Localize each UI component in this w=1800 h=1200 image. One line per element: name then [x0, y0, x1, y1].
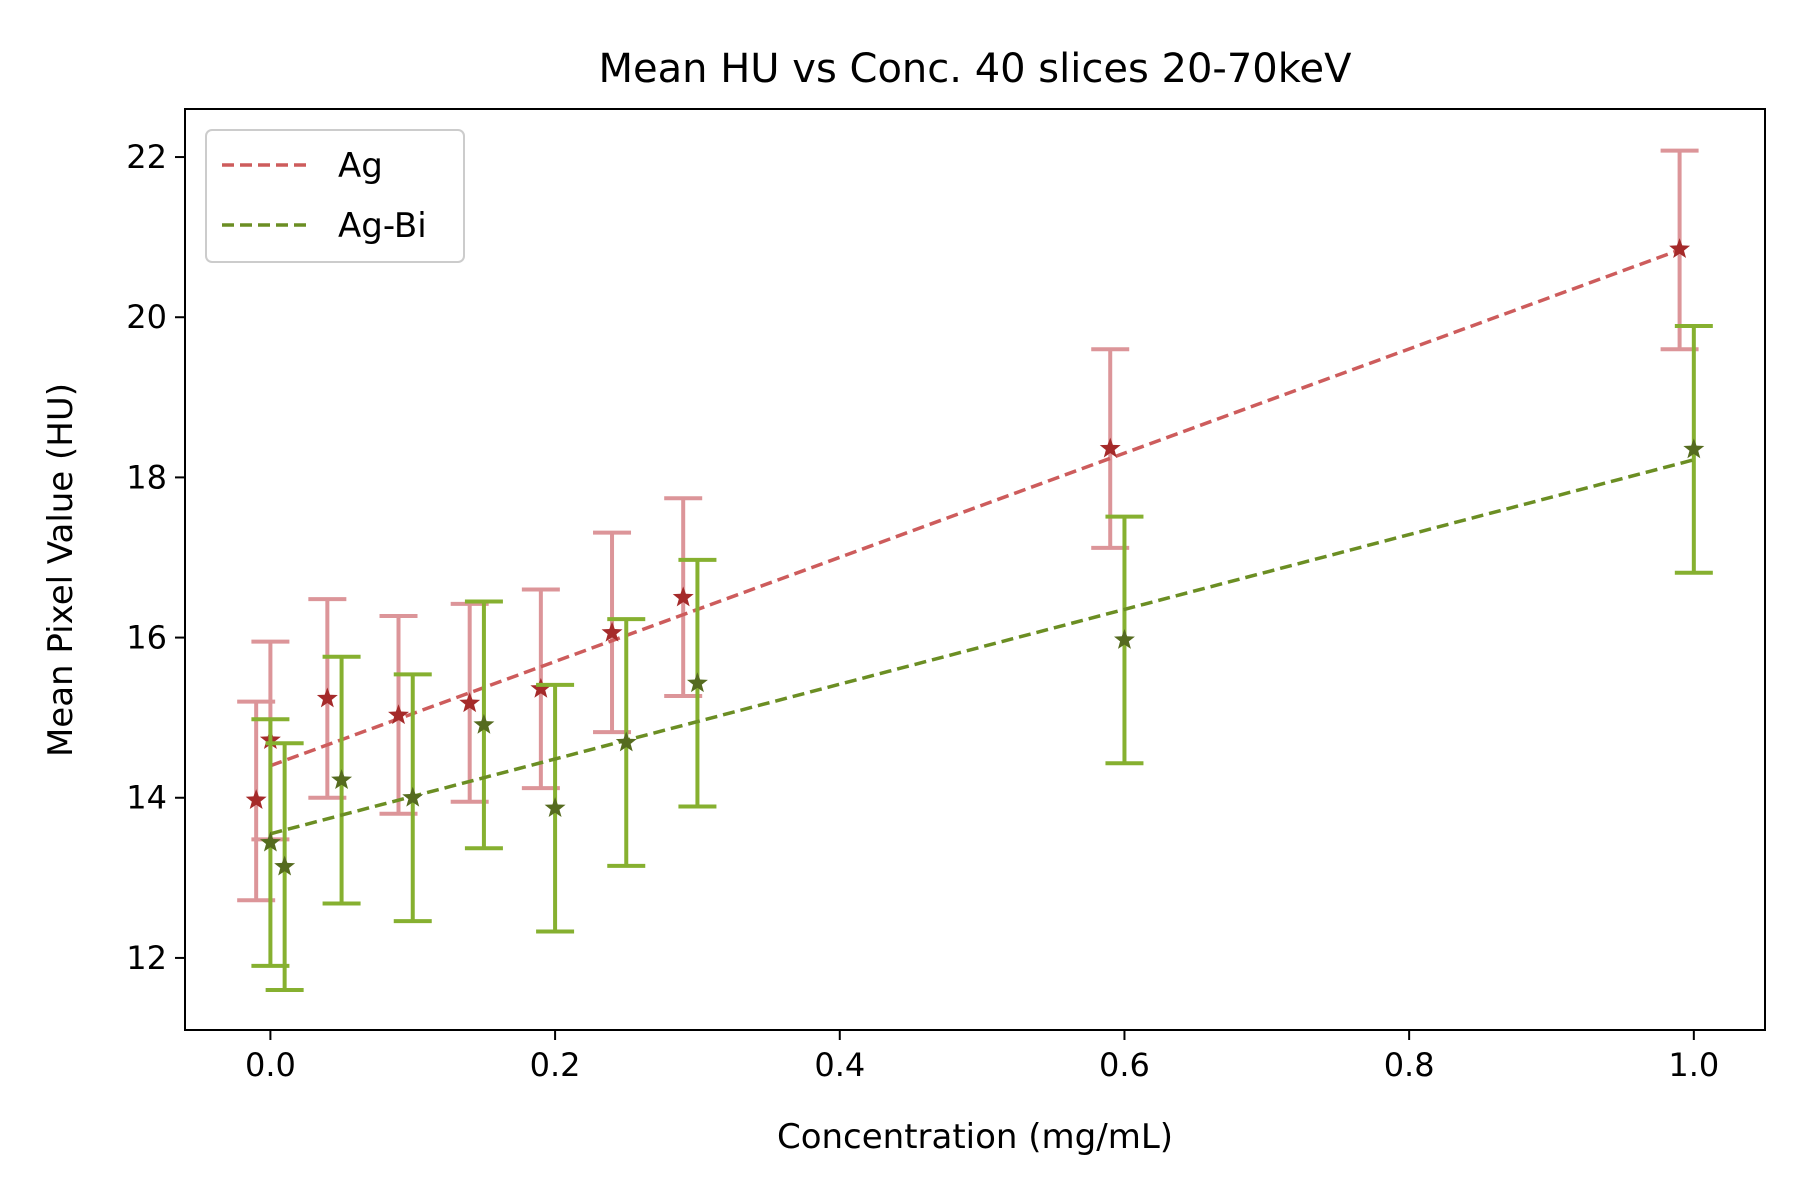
data-point-ag [601, 621, 623, 642]
data-point-ag [672, 586, 694, 607]
data-point-ag [1099, 437, 1121, 458]
x-axis: 0.0 0.2 0.4 0.6 0.8 1.0 [245, 1030, 1719, 1084]
data-point-ag-bi [473, 713, 495, 734]
legend: Ag Ag-Bi [205, 129, 465, 263]
data-point-ag-bi [544, 797, 566, 818]
x-tick-label: 0.2 [530, 1046, 581, 1084]
data-point-ag-bi [615, 731, 637, 752]
y-tick-label: 20 [126, 298, 167, 336]
data-point-ag-bi [402, 786, 424, 807]
y-tick-label: 12 [126, 939, 167, 977]
x-tick-label: 0.0 [245, 1046, 296, 1084]
y-axis: 12 14 16 18 20 22 [126, 138, 185, 977]
x-axis-label: Concentration (mg/mL) [777, 1117, 1173, 1157]
data-point-ag [1669, 238, 1691, 259]
data-point-ag [530, 677, 552, 698]
chart-title: Mean HU vs Conc. 40 slices 20-70keV [599, 46, 1353, 92]
plot-area [237, 148, 1713, 992]
data-point-ag [388, 704, 409, 725]
data-point-ag-bi [331, 769, 353, 790]
x-tick-label: 1.0 [1668, 1046, 1719, 1084]
fit-line-ag-bi [269, 458, 1695, 836]
legend-label-ag-bi: Ag-Bi [338, 206, 427, 246]
series-ag-bi [251, 324, 1713, 992]
legend-box [205, 129, 465, 263]
data-point-ag [245, 789, 267, 810]
data-point-ag [316, 687, 338, 708]
data-point-ag-bi [274, 855, 296, 876]
y-tick-label: 18 [126, 458, 167, 496]
data-point-ag-bi [686, 672, 708, 693]
x-tick-label: 0.8 [1384, 1046, 1435, 1084]
x-tick-label: 0.6 [1099, 1046, 1150, 1084]
y-tick-label: 14 [126, 779, 167, 817]
data-point-ag-bi [1683, 438, 1705, 459]
fit-line-ag [269, 248, 1681, 768]
data-point-ag [459, 692, 481, 713]
legend-label-ag: Ag [338, 146, 383, 186]
data-point-ag-bi [1114, 628, 1135, 649]
plot-frame [184, 108, 1766, 1031]
y-tick-label: 16 [126, 619, 167, 657]
series-ag [237, 148, 1699, 903]
y-tick-label: 22 [126, 138, 167, 176]
x-tick-label: 0.4 [814, 1046, 865, 1084]
y-axis-label: Mean Pixel Value (HU) [41, 383, 81, 757]
data-point-ag-bi [259, 831, 281, 852]
